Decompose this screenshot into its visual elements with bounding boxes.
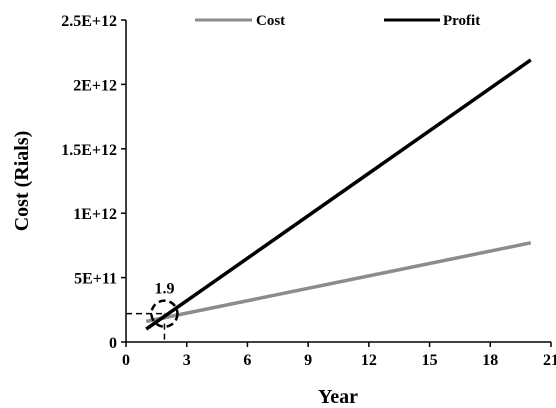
x-tick-label: 15 [422,352,438,369]
x-tick-label: 6 [243,352,251,369]
intersection-label: 1.9 [154,281,174,298]
x-tick-label: 9 [304,352,312,369]
y-tick-label: 1.5E+12 [61,142,117,159]
series-layer [145,58,532,331]
intersection-circle [150,299,179,328]
x-tick-label: 12 [361,352,377,369]
series-line-cost [145,241,532,324]
x-axis-title: Year [318,386,358,408]
y-tick-label: 2.5E+12 [61,13,117,30]
legend-label-profit: Profit [443,13,480,29]
legend: Cost Profit [195,13,480,29]
y-tick-label: 1E+12 [73,206,117,223]
x-tick-label: 3 [183,352,191,369]
legend-label-cost: Cost [256,13,285,29]
x-tick-label: 18 [482,352,498,369]
series-line-profit [145,58,532,331]
y-ticks: 0 5E+11 1E+12 1.5E+12 2E+12 2.5E+12 [61,13,126,352]
x-tick-label: 21 [543,352,556,369]
y-tick-label: 5E+11 [74,271,117,288]
x-tick-label: 0 [122,352,130,369]
y-axis-title: Cost (Rials) [11,131,33,232]
x-ticks: 0 3 6 9 12 15 18 21 [122,342,556,369]
y-tick-label: 0 [109,335,117,352]
y-tick-label: 2E+12 [73,77,117,94]
